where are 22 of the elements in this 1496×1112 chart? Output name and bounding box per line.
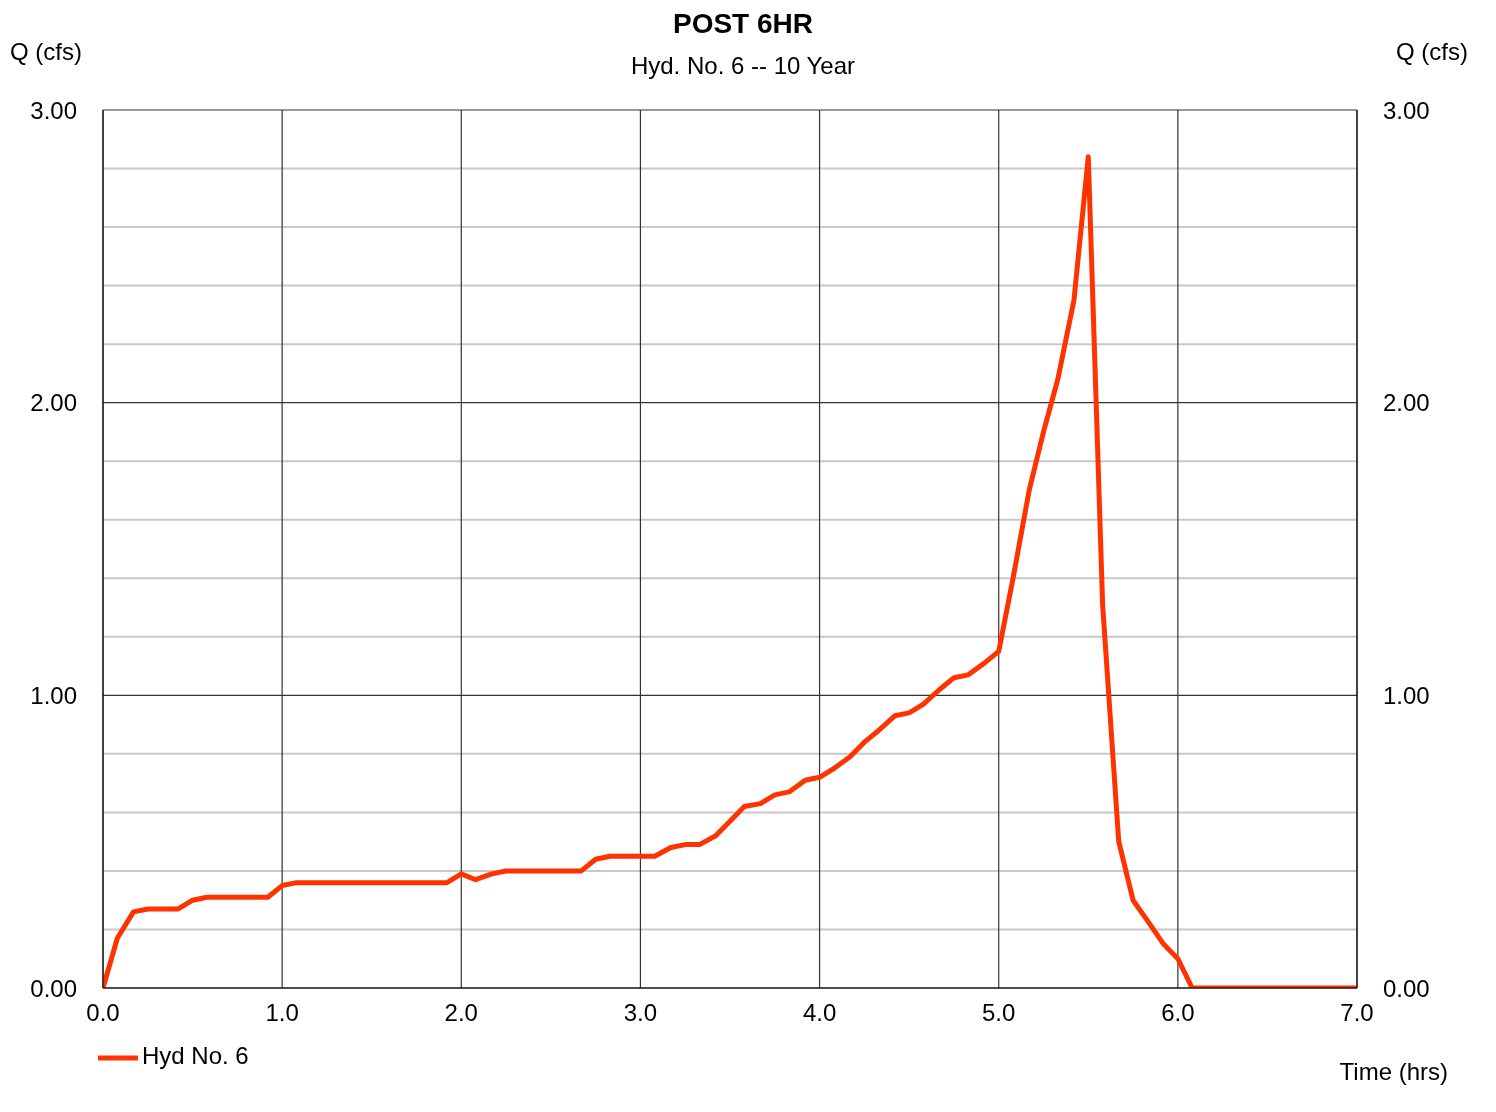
chart-subtitle: Hyd. No. 6 -- 10 Year <box>630 52 856 79</box>
y2-tick-label: 1.00 <box>1383 681 1430 709</box>
x-tick-label: 5.0 <box>982 999 1016 1027</box>
y-axis-title: Q (cfs) <box>10 38 82 66</box>
x-tick-label: 6.0 <box>1161 999 1195 1027</box>
y-tick-label: 0.00 <box>30 974 77 1002</box>
y-tick-label: 1.00 <box>30 681 77 709</box>
x-axis-title: Time (hrs) <box>1339 1058 1448 1086</box>
x-tick-label: 1.0 <box>265 999 299 1027</box>
y2-tick-label: 3.00 <box>1383 96 1430 124</box>
legend-label: Hyd No. 6 <box>142 1042 249 1070</box>
chart-title: POST 6HR <box>672 8 814 39</box>
y-tick-label: 3.00 <box>30 96 77 124</box>
y2-tick-label: 0.00 <box>1383 974 1430 1002</box>
x-tick-label: 7.0 <box>1340 999 1374 1027</box>
x-tick-label: 3.0 <box>623 999 658 1027</box>
y2-tick-label: 2.00 <box>1383 389 1430 417</box>
y-tick-label: 2.00 <box>30 389 77 417</box>
y2-axis-title: Q (cfs) <box>1396 38 1468 66</box>
x-tick-label: 2.0 <box>444 999 478 1027</box>
x-tick-label: 4.0 <box>802 999 837 1027</box>
x-tick-label: 0.0 <box>86 999 120 1027</box>
